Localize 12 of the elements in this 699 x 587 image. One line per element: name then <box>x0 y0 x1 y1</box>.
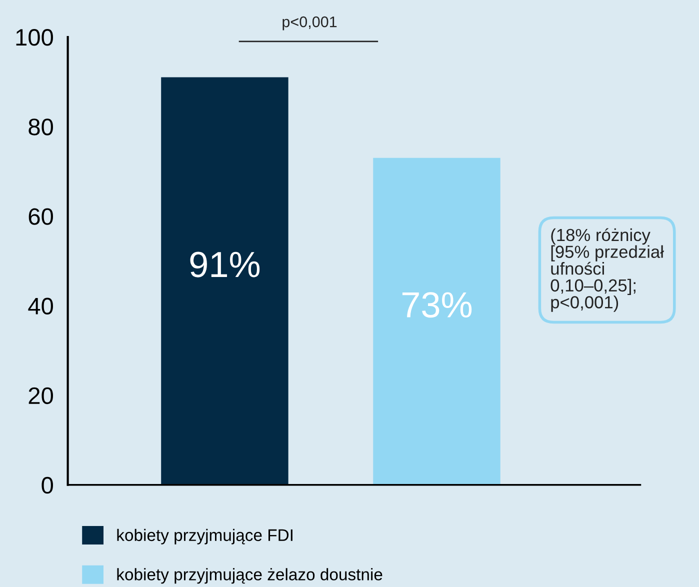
legend-label: kobiety przyjmujące FDI <box>117 528 292 544</box>
y-tick-label: 0 <box>42 476 53 494</box>
y-tick-label: 40 <box>28 298 53 314</box>
y-tick-label: 100 <box>16 29 53 46</box>
data-label: 73% <box>402 292 472 318</box>
annotation: (18% różnicy [95% przedział ufności 0,10–0,25]; p<0,001) <box>550 228 664 312</box>
y-tick-label: 80 <box>28 118 53 136</box>
data-label: 91% <box>190 252 260 278</box>
y-tick-label: 20 <box>28 387 53 404</box>
legend-label: kobiety przyjmujące żelazo doustnie <box>117 568 382 584</box>
y-tick-label: 60 <box>28 208 53 225</box>
text: p<0,001 <box>282 16 337 30</box>
